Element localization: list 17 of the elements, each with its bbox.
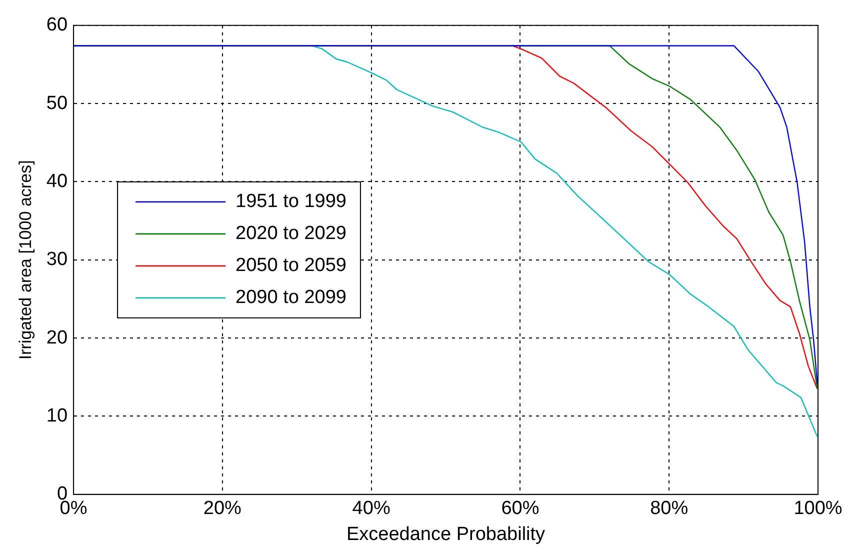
legend-label: 2020 to 2029 bbox=[236, 223, 346, 244]
x-tick-label: 20% bbox=[203, 498, 242, 520]
y-tick-label: 30 bbox=[46, 249, 68, 270]
x-tick-label: 40% bbox=[352, 498, 390, 520]
y-tick-label: 60 bbox=[46, 14, 68, 36]
y-tick-label: 50 bbox=[46, 92, 68, 114]
legend-label: 1951 to 1999 bbox=[236, 191, 346, 212]
legend-label: 2090 to 2099 bbox=[236, 287, 346, 308]
x-axis-title: Exceedance Probability bbox=[346, 524, 546, 545]
x-tick-label: 60% bbox=[501, 498, 540, 520]
x-tick-label: 80% bbox=[650, 498, 688, 520]
y-tick-label: 20 bbox=[46, 327, 68, 348]
y-tick-label: 10 bbox=[46, 405, 68, 426]
x-tick-label: 100% bbox=[794, 498, 842, 520]
y-tick-label: 40 bbox=[46, 170, 68, 192]
y-axis-title: Irrigated area [1000 acres] bbox=[16, 160, 35, 360]
legend-label: 2050 to 2059 bbox=[236, 255, 346, 276]
